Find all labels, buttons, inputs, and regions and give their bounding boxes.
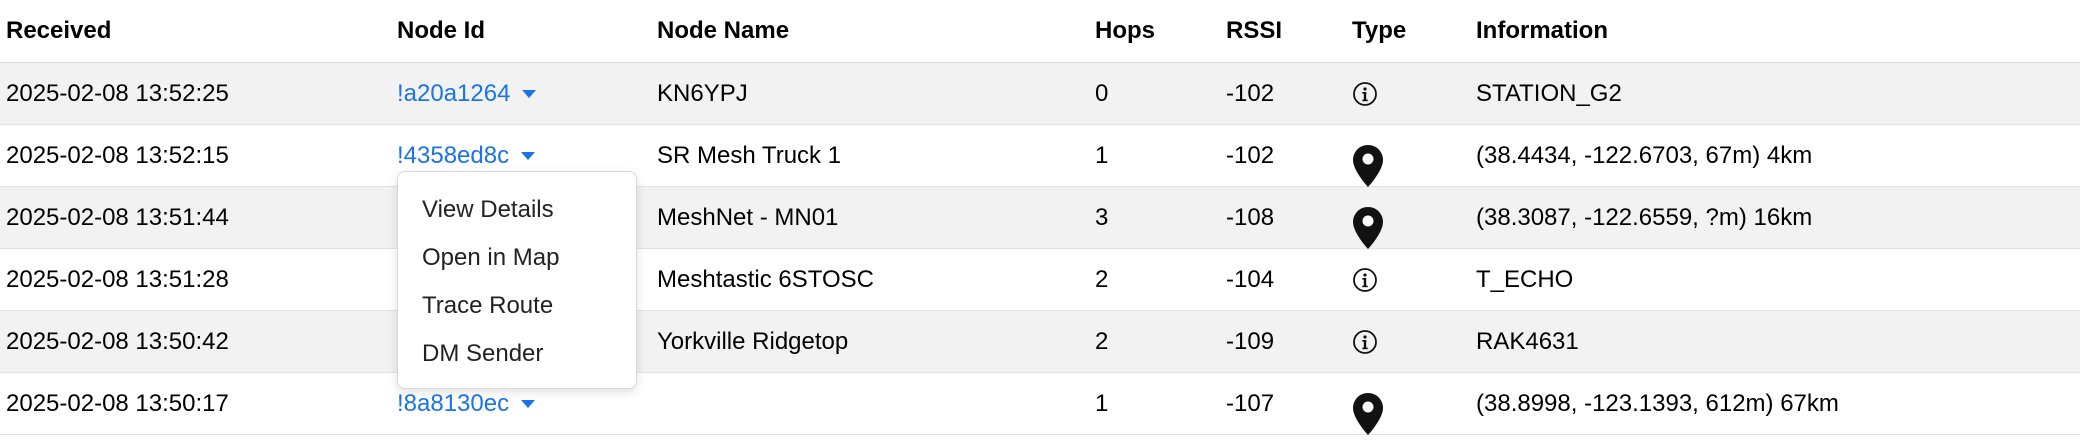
node-id-cell: !8a8130ec — [397, 373, 536, 434]
node-id-label: !a20a1264 — [397, 79, 511, 107]
node-name-cell: MeshNet - MN01 — [657, 203, 839, 231]
header-node-name[interactable]: Node Name — [657, 17, 790, 44]
node-id-dropdown-toggle[interactable]: !8a8130ec — [397, 389, 536, 418]
received-cell: 2025-02-08 13:51:44 — [6, 203, 229, 231]
rssi-cell: -102 — [1226, 79, 1275, 107]
rssi-cell: -107 — [1226, 389, 1275, 417]
menu-item-dm-sender[interactable]: DM Sender — [422, 340, 544, 367]
information-cell: T_ECHO — [1476, 265, 1574, 293]
received-cell: 2025-02-08 13:50:42 — [6, 327, 229, 355]
type-cell — [1352, 373, 1384, 444]
type-cell — [1352, 63, 1378, 124]
map-pin-icon — [1352, 144, 1384, 188]
node-id-dropdown-toggle[interactable]: !4358ed8c — [397, 141, 536, 170]
node-actions-dropdown: View Details Open in Map Trace Route DM … — [397, 171, 637, 389]
node-name-cell: Meshtastic 6STOSC — [657, 265, 874, 293]
hops-cell: 1 — [1095, 389, 1109, 417]
header-information[interactable]: Information — [1476, 17, 1608, 44]
table-row: 2025-02-08 13:51:44 MeshNet - MN01 3 -108 (3… — [0, 187, 2080, 249]
table-row: 2025-02-08 13:51:28 Meshtastic 6STOSC 2 -10… — [0, 249, 2080, 311]
hops-cell: 2 — [1095, 265, 1109, 293]
caret-down-icon — [521, 151, 536, 160]
menu-item-trace-route[interactable]: Trace Route — [422, 292, 554, 319]
type-cell — [1352, 125, 1384, 196]
hops-cell: 2 — [1095, 327, 1109, 355]
menu-item-view-details[interactable]: View Details — [422, 196, 554, 223]
information-cell: (38.3087, -122.6559, ?m) 16km — [1476, 203, 1813, 231]
table-row: 2025-02-08 13:52:25 !a20a1264 KN6YPJ 0 -102 S… — [0, 63, 2080, 125]
table-row: 2025-02-08 13:52:15 !4358ed8c SR Mesh Truc… — [0, 125, 2080, 187]
map-pin-icon — [1352, 392, 1384, 436]
rssi-cell: -102 — [1226, 141, 1275, 169]
received-cell: 2025-02-08 13:52:25 — [6, 79, 229, 107]
type-cell — [1352, 249, 1378, 310]
type-cell — [1352, 187, 1384, 258]
node-name-cell: SR Mesh Truck 1 — [657, 141, 842, 169]
type-cell — [1352, 311, 1378, 372]
node-id-label: !4358ed8c — [397, 141, 510, 169]
table-row: 2025-02-08 13:50:42 Yorkville Ridgetop 2 -1… — [0, 311, 2080, 373]
header-received[interactable]: Received — [6, 17, 112, 44]
node-id-cell: !a20a1264 — [397, 63, 537, 124]
info-icon — [1352, 81, 1378, 107]
information-cell: STATION_G2 — [1476, 79, 1622, 107]
hops-cell: 1 — [1095, 141, 1109, 169]
rssi-cell: -109 — [1226, 327, 1275, 355]
packet-table: Received Node Id Node Name Hops RSSI Typ… — [0, 0, 2080, 435]
hops-cell: 3 — [1095, 203, 1109, 231]
rssi-cell: -104 — [1226, 265, 1275, 293]
node-id-cell: !4358ed8c — [397, 125, 536, 186]
hops-cell: 0 — [1095, 79, 1109, 107]
node-name-cell: Yorkville Ridgetop — [657, 327, 849, 355]
rssi-cell: -108 — [1226, 203, 1275, 231]
node-id-dropdown-toggle[interactable]: !a20a1264 — [397, 79, 537, 108]
info-icon — [1352, 329, 1378, 355]
header-type[interactable]: Type — [1352, 17, 1407, 44]
map-pin-icon — [1352, 206, 1384, 250]
table-header: Received Node Id Node Name Hops RSSI Typ… — [0, 0, 2080, 63]
information-cell: (38.8998, -123.1393, 612m) 67km — [1476, 389, 1839, 417]
header-rssi[interactable]: RSSI — [1226, 17, 1283, 44]
received-cell: 2025-02-08 13:51:28 — [6, 265, 229, 293]
caret-down-icon — [521, 399, 536, 408]
received-cell: 2025-02-08 13:52:15 — [6, 141, 229, 169]
received-cell: 2025-02-08 13:50:17 — [6, 389, 229, 417]
information-cell: RAK4631 — [1476, 327, 1579, 355]
table-row: 2025-02-08 13:50:17 !8a8130ec 1 -107 (38.899… — [0, 373, 2080, 435]
node-name-cell: KN6YPJ — [657, 79, 748, 107]
header-node-id[interactable]: Node Id — [397, 17, 485, 44]
info-icon — [1352, 267, 1378, 293]
header-hops[interactable]: Hops — [1095, 17, 1155, 44]
information-cell: (38.4434, -122.6703, 67m) 4km — [1476, 141, 1813, 169]
menu-item-open-in-map[interactable]: Open in Map — [422, 244, 560, 271]
node-id-label: !8a8130ec — [397, 389, 510, 417]
caret-down-icon — [522, 89, 537, 98]
